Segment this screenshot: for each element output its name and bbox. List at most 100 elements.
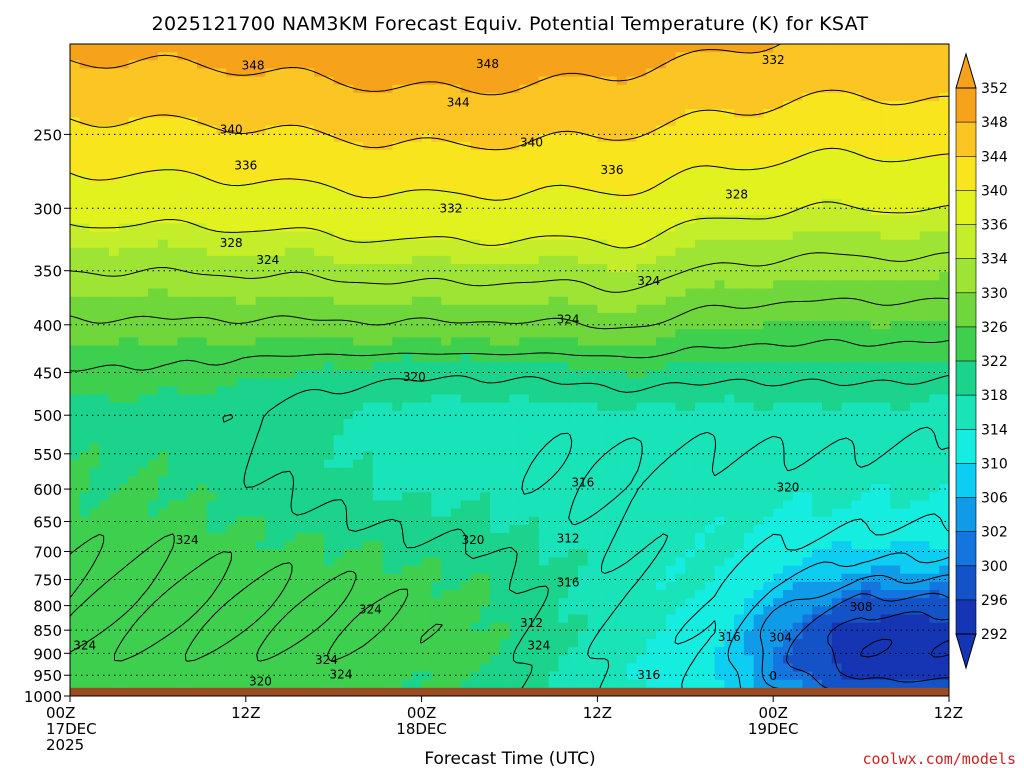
field-cell <box>275 541 286 550</box>
field-cell <box>392 337 403 347</box>
field-cell <box>372 158 384 167</box>
field-cell <box>187 370 198 379</box>
field-cell <box>675 76 686 86</box>
field-cell <box>275 524 286 534</box>
field-cell <box>577 630 589 640</box>
field-cell <box>489 614 501 624</box>
field-cell <box>382 679 393 689</box>
field-cell <box>265 630 276 640</box>
field-cell <box>450 679 462 689</box>
field-cell <box>411 158 423 167</box>
field-cell <box>519 109 530 118</box>
field-cell <box>236 223 247 233</box>
field-cell <box>314 533 325 542</box>
field-cell <box>519 394 530 404</box>
field-cell <box>157 451 169 461</box>
field-cell <box>314 516 325 526</box>
field-cell <box>597 484 608 493</box>
field-cell <box>568 84 579 94</box>
field-cell <box>157 198 169 208</box>
field-cell <box>206 630 218 640</box>
field-cell <box>421 361 432 371</box>
field-cell <box>128 557 139 567</box>
field-cell <box>421 272 432 281</box>
field-cell <box>177 451 188 461</box>
field-cell <box>284 353 296 363</box>
field-cell <box>323 418 335 428</box>
field-cell <box>607 264 618 273</box>
field-cell <box>187 255 198 265</box>
field-cell <box>382 215 393 224</box>
field-cell <box>626 174 638 184</box>
field-cell <box>460 410 472 420</box>
field-cell <box>206 370 218 379</box>
field-cell <box>450 622 462 632</box>
field-cell <box>597 638 608 648</box>
field-cell <box>441 630 452 640</box>
field-cell <box>392 467 403 477</box>
field-cell <box>577 44 589 53</box>
field-cell <box>236 386 247 396</box>
field-cell <box>460 475 472 485</box>
field-cell <box>79 516 91 526</box>
field-cell <box>284 663 296 673</box>
field-cell <box>402 76 413 86</box>
field-cell <box>675 174 686 184</box>
field-cell <box>470 92 481 102</box>
field-cell <box>568 581 579 591</box>
field-cell <box>157 606 169 616</box>
field-cell <box>411 630 423 640</box>
field-cell <box>568 133 579 143</box>
field-cell <box>587 207 598 216</box>
field-cell <box>470 76 481 86</box>
field-cell <box>353 76 364 86</box>
field-cell <box>372 622 384 632</box>
field-cell <box>245 215 257 224</box>
field-cell <box>177 614 188 624</box>
field-cell <box>529 60 540 70</box>
field-cell <box>568 386 579 396</box>
field-cell <box>616 508 628 518</box>
field-cell <box>177 296 188 306</box>
field-cell <box>656 272 667 281</box>
field-cell <box>333 312 345 322</box>
field-cell <box>392 427 403 436</box>
field-cell <box>675 133 686 143</box>
field-cell <box>665 255 677 265</box>
field-cell <box>187 84 198 94</box>
field-cell <box>470 329 481 338</box>
field-cell <box>323 280 335 290</box>
field-cell <box>314 427 325 436</box>
field-cell <box>450 533 462 542</box>
field-cell <box>372 329 384 338</box>
field-cell <box>89 174 100 184</box>
field-cell <box>626 614 638 624</box>
field-cell <box>597 149 608 159</box>
field-cell <box>587 541 598 550</box>
field-cell <box>587 459 598 469</box>
field-cell <box>509 533 520 542</box>
field-cell <box>626 239 638 249</box>
field-cell <box>626 573 638 583</box>
field-cell <box>206 304 218 314</box>
field-cell <box>255 606 266 616</box>
field-cell <box>499 606 511 616</box>
field-cell <box>109 614 120 624</box>
field-cell <box>275 215 286 224</box>
field-cell <box>226 451 237 461</box>
field-cell <box>304 500 315 510</box>
field-cell <box>558 68 569 78</box>
field-cell <box>529 353 540 363</box>
field-cell <box>450 378 462 387</box>
field-cell <box>79 484 91 493</box>
field-cell <box>99 198 110 208</box>
field-cell <box>89 76 100 86</box>
field-cell <box>656 663 667 673</box>
field-cell <box>470 272 481 281</box>
field-cell <box>421 590 432 599</box>
field-cell <box>402 304 413 314</box>
field-cell <box>128 101 139 110</box>
field-cell <box>607 647 618 656</box>
field-cell <box>558 345 569 355</box>
field-cell <box>138 182 149 192</box>
